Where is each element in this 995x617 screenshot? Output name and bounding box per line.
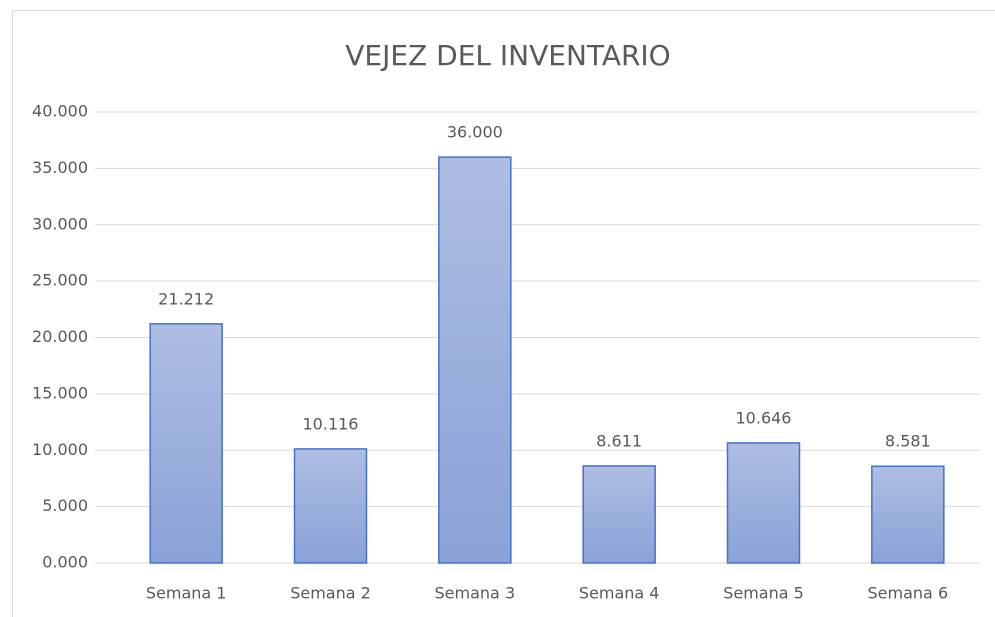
- data-label: 21.212: [158, 289, 214, 308]
- y-tick-label: 25.000: [32, 271, 88, 290]
- x-tick-label: Semana 4: [579, 584, 660, 603]
- bar: [293, 448, 368, 564]
- data-label: 36.000: [447, 123, 503, 142]
- y-tick-label: 40.000: [32, 102, 88, 121]
- y-tick-label: 5.000: [42, 496, 88, 515]
- chart-title: VEJEZ DEL INVENTARIO: [345, 39, 670, 72]
- x-tick-label: Semana 5: [723, 584, 804, 603]
- x-tick-label: Semana 3: [435, 584, 516, 603]
- bar: [438, 156, 512, 564]
- data-label: 10.646: [736, 408, 792, 427]
- x-tick-label: Semana 6: [868, 584, 949, 603]
- bar: [149, 323, 223, 564]
- bar: [871, 465, 945, 564]
- y-tick-label: 0.000: [42, 553, 88, 572]
- data-label: 8.611: [596, 431, 642, 450]
- data-label: 8.581: [885, 432, 931, 451]
- y-tick-label: 35.000: [32, 158, 88, 177]
- x-tick-label: Semana 1: [146, 584, 227, 603]
- bar: [726, 442, 801, 564]
- y-tick-label: 30.000: [32, 214, 88, 233]
- bar: [582, 465, 656, 564]
- y-tick-label: 15.000: [32, 383, 88, 402]
- y-tick-label: 10.000: [32, 440, 88, 459]
- x-tick-label: Semana 2: [290, 584, 371, 603]
- data-label: 10.116: [303, 414, 359, 433]
- y-tick-label: 20.000: [32, 327, 88, 346]
